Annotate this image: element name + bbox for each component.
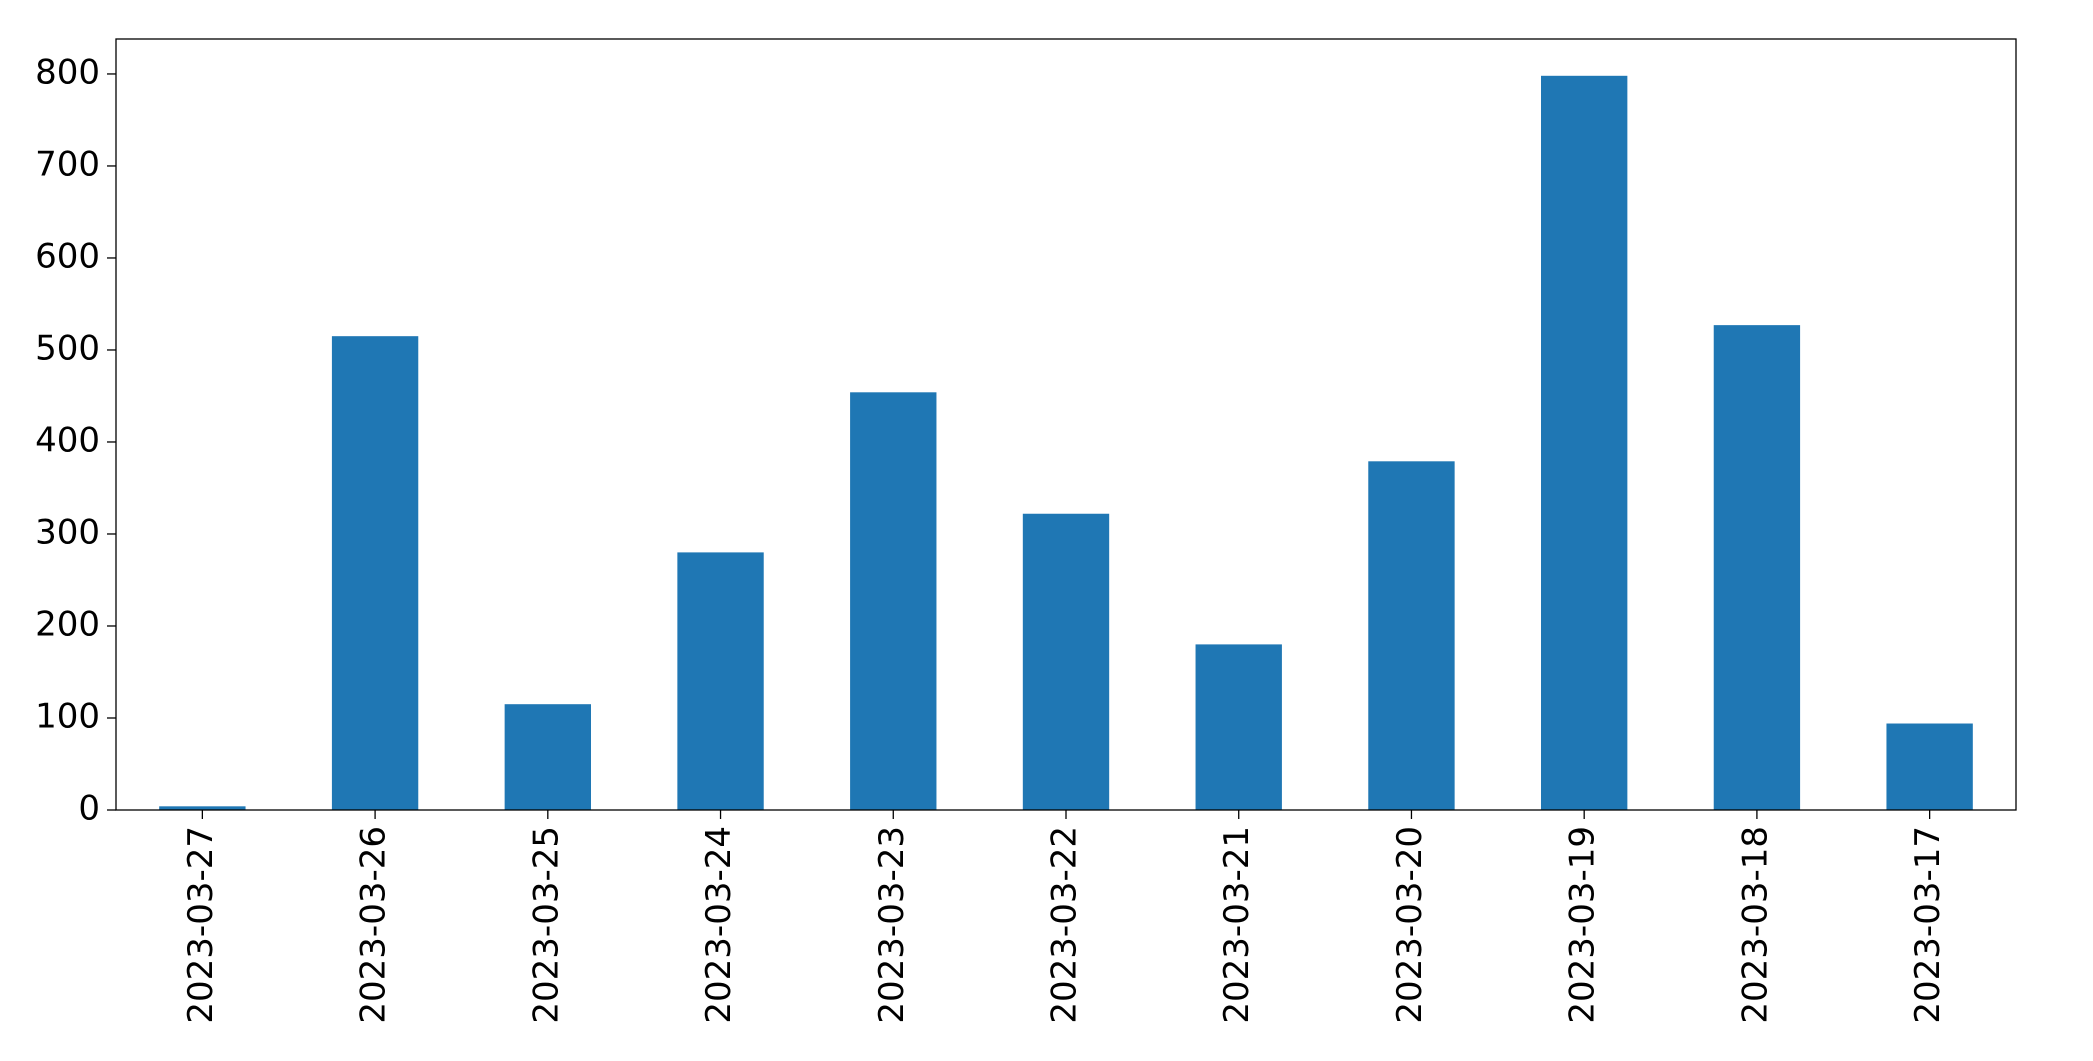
- bar: [504, 704, 591, 810]
- x-tick-label: 2023-03-21: [1217, 826, 1257, 1024]
- x-tick-label: 2023-03-18: [1735, 826, 1775, 1024]
- y-tick-label: 600: [35, 236, 100, 276]
- bar: [677, 552, 764, 810]
- x-tick-label: 2023-03-25: [526, 826, 566, 1024]
- y-tick-label: 400: [35, 420, 100, 460]
- bar: [1022, 513, 1110, 810]
- x-tick-label: 2023-03-17: [1908, 826, 1948, 1024]
- y-tick-label: 700: [35, 144, 100, 184]
- x-tick-label: 2023-03-19: [1563, 826, 1603, 1024]
- bar: [1713, 325, 1801, 810]
- y-tick-label: 100: [35, 696, 100, 736]
- y-tick-label: 200: [35, 604, 100, 644]
- x-tick-label: 2023-03-20: [1390, 826, 1430, 1024]
- bar: [331, 336, 419, 810]
- x-tick-label: 2023-03-24: [699, 826, 739, 1024]
- plot-frame: [115, 38, 2017, 811]
- y-tick-label: 0: [78, 789, 100, 829]
- bar: [159, 806, 246, 810]
- bar: [850, 392, 937, 810]
- x-tick-label: 2023-03-22: [1045, 826, 1085, 1024]
- bar: [1886, 723, 1973, 810]
- y-tick-label: 300: [35, 512, 100, 552]
- x-tick-label: 2023-03-23: [872, 826, 912, 1024]
- bar: [1195, 644, 1282, 810]
- bar: [1541, 75, 1628, 811]
- x-tick-label: 2023-03-26: [354, 826, 394, 1024]
- bar: [1368, 461, 1455, 810]
- y-tick-label: 800: [35, 52, 100, 92]
- x-tick-label: 2023-03-27: [181, 826, 221, 1024]
- y-tick-label: 500: [35, 328, 100, 368]
